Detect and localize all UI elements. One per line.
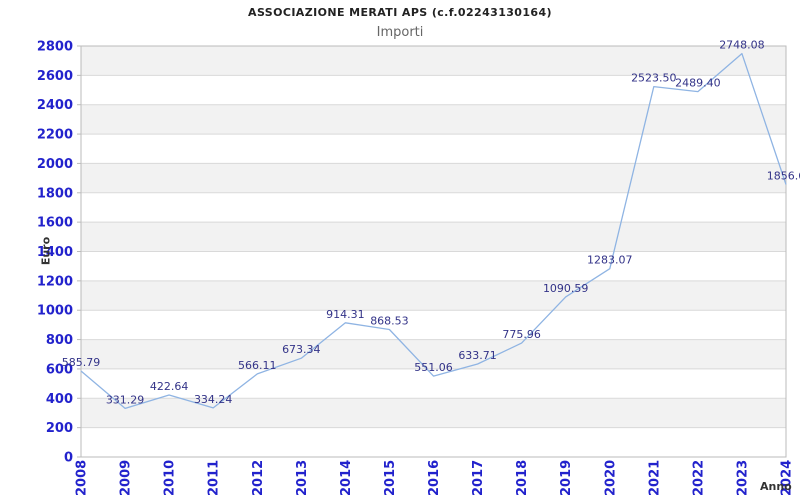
point-label: 551.06 [414, 361, 453, 374]
plot-band [81, 134, 786, 164]
point-label: 868.53 [370, 315, 409, 328]
y-tick-label: 2200 [37, 128, 73, 143]
y-tick-label: 1200 [37, 274, 73, 289]
x-tick-label: 2015 [383, 460, 398, 496]
x-tick-label: 2019 [559, 460, 574, 496]
plot-band [81, 163, 786, 193]
point-label: 585.79 [62, 356, 101, 369]
x-tick-label: 2010 [163, 460, 178, 496]
x-axis-title: Anno [760, 480, 792, 493]
point-label: 422.64 [150, 380, 189, 393]
x-tick-label: 2021 [647, 460, 662, 496]
x-tick-label: 2012 [251, 460, 266, 496]
chart-title: ASSOCIAZIONE MERATI APS (c.f.02243130164… [248, 6, 552, 19]
plot-band [81, 192, 786, 223]
point-label: 334.24 [194, 393, 233, 406]
point-label: 331.29 [106, 393, 145, 406]
x-tick-label: 2014 [339, 460, 354, 496]
point-label: 1283.07 [587, 254, 633, 267]
y-tick-label: 1800 [37, 186, 73, 201]
y-tick-label: 2800 [37, 40, 73, 55]
x-tick-label: 2017 [471, 460, 486, 496]
x-tick-label: 2013 [295, 460, 310, 496]
y-tick-label: 1000 [37, 304, 73, 319]
chart-subtitle: Importi [376, 25, 424, 40]
point-label: 2523.50 [631, 72, 677, 85]
plot-band [81, 310, 786, 340]
x-tick-label: 2009 [119, 460, 134, 496]
point-label: 673.34 [282, 343, 321, 356]
y-tick-label: 1600 [37, 216, 73, 231]
y-tick-label: 600 [46, 362, 73, 377]
y-tick-label: 400 [46, 392, 73, 407]
point-label: 2748.08 [719, 39, 765, 52]
y-tick-label: 200 [46, 421, 73, 436]
plot-band [81, 251, 786, 281]
point-label: 914.31 [326, 308, 365, 321]
x-tick-label: 2008 [75, 460, 90, 496]
plot-band [81, 46, 786, 76]
plot-band [81, 75, 786, 105]
plot-band [81, 339, 786, 369]
x-tick-label: 2022 [691, 460, 706, 496]
y-tick-label: 2400 [37, 98, 73, 113]
x-tick-label: 2023 [735, 460, 750, 496]
plot-band [81, 222, 786, 252]
plot-band [81, 427, 786, 457]
point-label: 633.71 [458, 349, 497, 362]
y-axis-title: Euro [39, 236, 53, 266]
x-tick-label: 2018 [515, 460, 530, 496]
x-tick-label: 2020 [603, 460, 618, 496]
x-tick-label: 2024 [780, 460, 795, 496]
point-label: 566.11 [238, 359, 277, 372]
plot-band [81, 368, 786, 399]
y-tick-label: 2000 [37, 157, 73, 172]
point-label: 2489.40 [675, 77, 721, 90]
x-tick-label: 2016 [427, 460, 442, 496]
y-tick-label: 800 [46, 333, 73, 348]
y-tick-label: 2600 [37, 69, 73, 84]
point-label: 1090.59 [543, 282, 589, 295]
plot-band [81, 104, 786, 135]
point-label: 1856.6 [767, 169, 800, 182]
plot-band [81, 280, 786, 311]
y-tick-label: 0 [64, 451, 73, 466]
plot-band [81, 398, 786, 428]
x-tick-label: 2011 [207, 460, 222, 496]
y-tick-label: 1400 [37, 245, 73, 260]
data-line [80, 52, 787, 410]
point-label: 775.96 [502, 328, 541, 341]
